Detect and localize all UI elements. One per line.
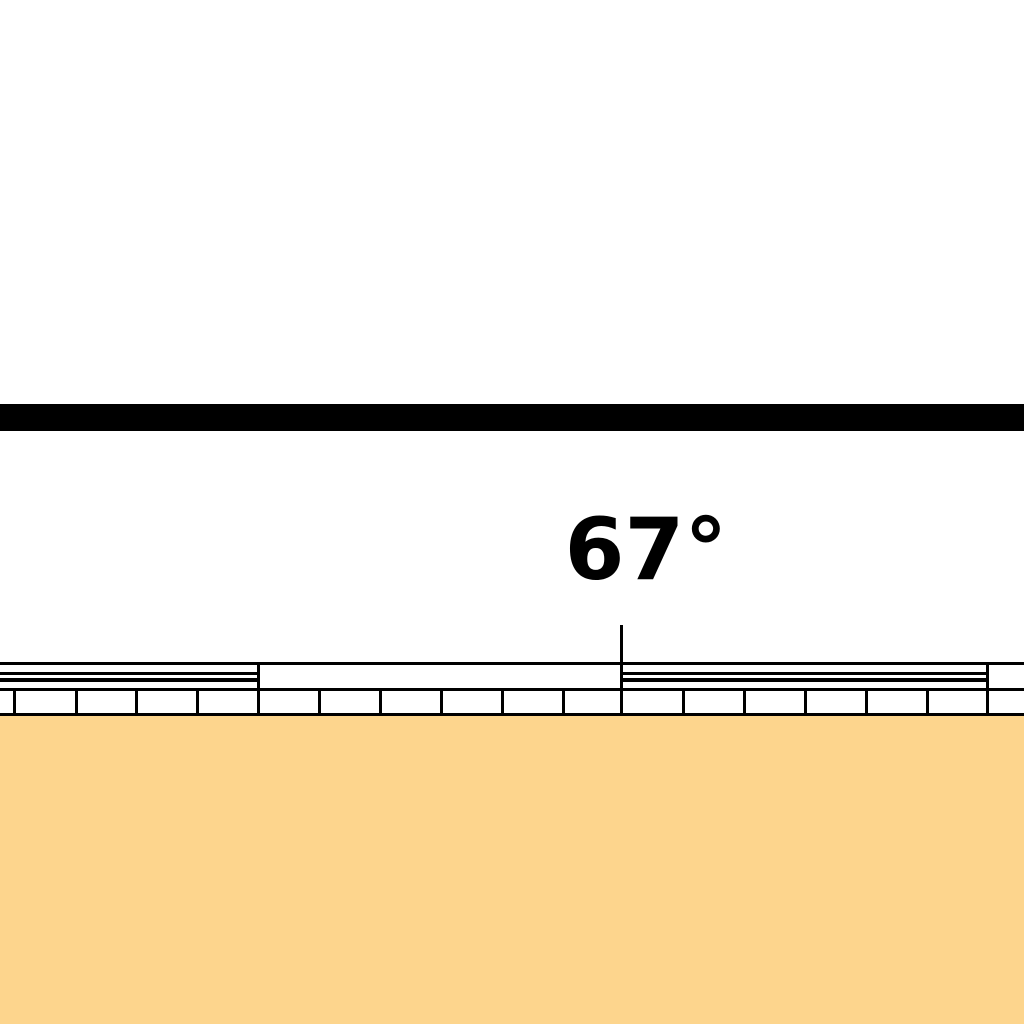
- scale-band-gap-left: [0, 675, 258, 678]
- land-area: [0, 715, 1024, 1024]
- latitude-label: 67°: [565, 500, 728, 600]
- boundary-line: [0, 404, 1024, 431]
- water-area: [0, 0, 1024, 715]
- scale-band-gap-right: [621, 675, 988, 678]
- latitude-scale-border: [0, 625, 1024, 716]
